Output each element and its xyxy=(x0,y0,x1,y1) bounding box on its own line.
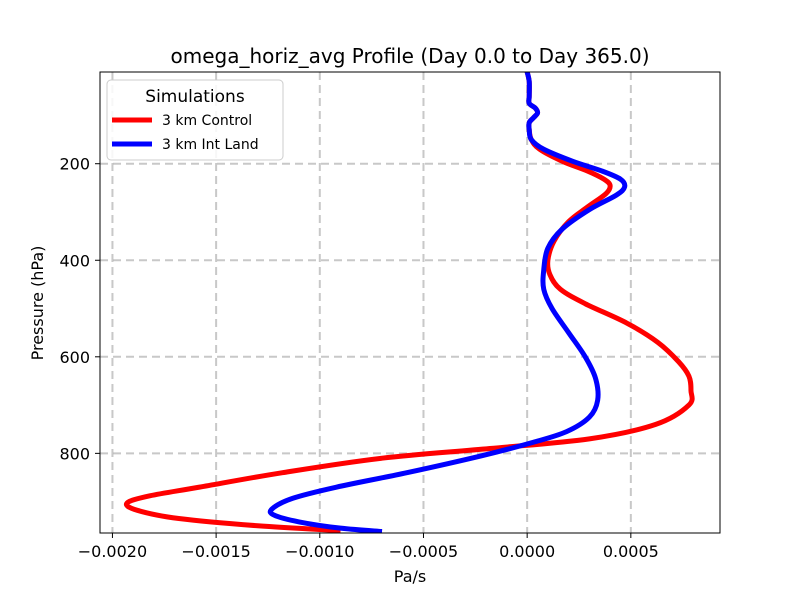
legend: Simulations 3 km Control 3 km Int Land xyxy=(106,79,284,161)
x-axis-ticks: −0.0020 −0.0015 −0.0010 −0.0005 0.0000 0.0005 xyxy=(78,533,659,561)
series-line-int-land xyxy=(267,72,628,533)
x-tick-label: −0.0010 xyxy=(285,542,354,561)
y-tick-label: 600 xyxy=(59,348,90,367)
y-axis-ticks: 200 400 600 800 xyxy=(59,155,100,463)
x-axis-label: Pa/s xyxy=(394,567,426,586)
legend-title: Simulations xyxy=(145,87,245,107)
chart-title: omega_horiz_avg Profile (Day 0.0 to Day … xyxy=(170,44,649,68)
legend-box xyxy=(106,79,284,161)
x-tick-label: 0.0000 xyxy=(499,542,555,561)
series-lines xyxy=(123,72,695,533)
y-tick-label: 200 xyxy=(59,155,90,174)
y-tick-label: 400 xyxy=(59,251,90,270)
plot-frame xyxy=(99,71,721,534)
y-axis-label: Pressure (hPa) xyxy=(28,246,47,361)
legend-label-int-land: 3 km Int Land xyxy=(162,137,259,153)
x-tick-label: −0.0005 xyxy=(389,542,458,561)
y-tick-label: 800 xyxy=(59,444,90,463)
x-tick-label: −0.0015 xyxy=(181,542,250,561)
x-tick-label: −0.0020 xyxy=(78,542,147,561)
x-tick-label: 0.0005 xyxy=(603,542,659,561)
legend-label-control: 3 km Control xyxy=(162,113,252,129)
